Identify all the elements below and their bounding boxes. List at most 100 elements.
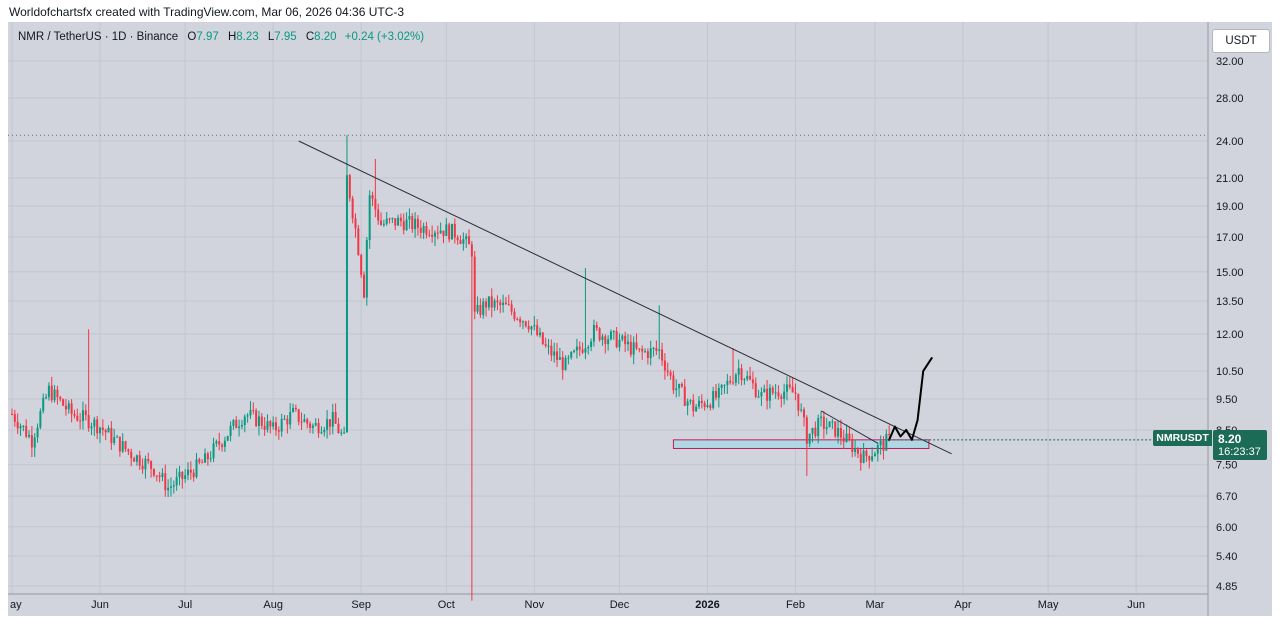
candle-body [206,453,209,460]
candle-body [530,326,533,330]
candle-body [646,351,649,359]
candle-body [817,418,820,437]
candle-body [232,419,235,426]
candle-body [99,427,101,434]
bar-countdown: 16:23:37 [1218,446,1261,458]
candle-body [865,450,868,457]
candle-body [62,399,65,406]
candle-body [462,239,465,244]
candle-body [294,407,297,410]
candle-body [204,453,207,463]
candle-body [521,321,524,323]
candle-body [697,400,700,407]
candle-body [848,433,851,440]
candle-body [317,423,320,434]
candle-body [669,372,672,376]
candle-body [729,380,732,383]
candle-body [871,456,874,461]
candle-body [141,465,144,470]
candle-body [627,341,629,345]
candle-body [306,419,309,424]
candle-body [749,375,752,380]
candle-body [513,311,516,319]
price-axis-label: 7.50 [1216,460,1237,472]
candle-body [854,448,857,452]
candle-body [96,419,99,434]
chart-frame[interactable] [8,22,1272,616]
price-axis-label: 13.50 [1216,296,1244,308]
price-axis-label: 4.85 [1216,581,1237,593]
candle-body [33,437,36,448]
candle-body [243,416,246,426]
candle-body [757,396,760,398]
legend-symbol: NMR / TetherUS · 1D · Binance [18,31,179,43]
candle-body [885,433,888,451]
candle-body [556,351,559,360]
time-axis-label: May [1038,599,1059,611]
candle-body [368,195,371,241]
legend-high-label: H [227,31,237,43]
candle-body [862,450,865,463]
candle-body [502,302,505,306]
candle-body [553,351,556,356]
candle-body [732,382,735,384]
candle-body [780,396,783,399]
candle-body [876,445,879,454]
candle-body [328,419,331,427]
candle-body [158,475,161,478]
candle-body [181,471,184,479]
candle-body [686,401,689,406]
candle-body [746,375,749,380]
candle-body [629,341,632,355]
candle-body [269,421,272,427]
candle-body [479,304,482,315]
time-axis-label: Sep [351,599,371,611]
candle-body [482,301,485,315]
candle-body [371,195,374,199]
candle-body [658,349,661,351]
candle-body [652,348,655,350]
candle-body [113,437,116,443]
candle-body [260,416,263,426]
candle-body [13,414,16,422]
projection-path [888,357,933,441]
candle-body [783,391,786,399]
candle-body [311,425,314,428]
currency-button[interactable]: USDT [1212,29,1270,53]
candle-body [845,433,848,442]
candle-body [618,339,621,348]
candle-body [794,392,797,394]
candle-body [638,348,641,350]
candle-body [601,336,604,340]
candle-body [851,439,854,452]
candle-body [277,430,280,432]
candle-body [348,175,351,199]
price-axis-label: 19.00 [1216,201,1244,213]
candle-body [150,461,153,469]
candle-body [399,217,402,222]
candle-body [536,325,539,336]
candle-body [42,397,45,412]
candle-body [703,403,706,407]
symbol-legend: NMR / TetherUS · 1D · Binance O7.97 H8.2… [18,31,424,43]
candle-body [820,416,823,419]
candle-body [144,458,147,470]
candle-body [797,393,800,411]
price-axis-label: 12.00 [1216,329,1244,341]
candle-body [229,425,232,436]
legend-low-label: L [267,31,275,43]
candle-body [533,325,536,327]
candle-body [351,198,354,219]
candle-body [740,368,743,381]
candle-body [275,422,277,431]
candle-body [888,433,891,435]
candle-body [377,209,380,221]
candle-body [598,328,601,340]
candle-body [73,414,76,416]
candle-body [167,487,170,491]
candle-body [808,433,811,444]
candle-body [189,469,192,473]
candle-body [263,425,266,430]
candle-body [800,409,803,411]
